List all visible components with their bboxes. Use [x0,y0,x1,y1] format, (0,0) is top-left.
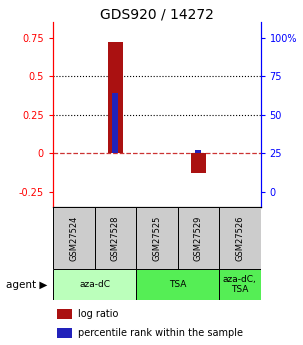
Text: log ratio: log ratio [78,309,118,319]
Text: aza-dC,
TSA: aza-dC, TSA [223,275,257,294]
Bar [57,328,72,338]
Bar [57,309,72,319]
Text: aza-dC: aza-dC [79,280,110,289]
Text: GSM27524: GSM27524 [69,215,78,261]
Bar [191,153,205,173]
Text: agent ▶: agent ▶ [5,280,47,289]
Bar [136,269,219,300]
Bar [219,207,261,269]
Text: GSM27525: GSM27525 [152,215,161,261]
Bar [112,93,118,153]
Text: TSA: TSA [169,280,186,289]
Text: GSM27528: GSM27528 [111,215,120,261]
Bar [136,207,178,269]
Text: percentile rank within the sample: percentile rank within the sample [78,328,243,338]
Bar [53,207,95,269]
Bar [178,207,219,269]
Text: GSM27529: GSM27529 [194,215,203,261]
Text: GSM27526: GSM27526 [235,215,244,261]
Title: GDS920 / 14272: GDS920 / 14272 [100,7,214,21]
Bar [108,42,122,153]
Bar [195,150,201,153]
Bar [219,269,261,300]
Bar [53,269,136,300]
Bar [95,207,136,269]
